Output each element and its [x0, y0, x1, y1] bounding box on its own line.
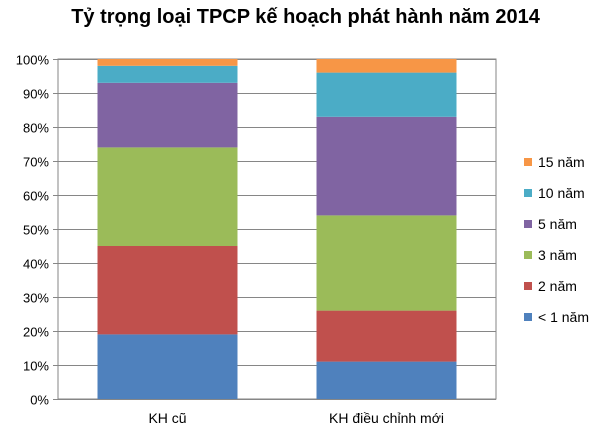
legend-swatch — [524, 189, 532, 197]
legend-swatch — [524, 158, 532, 166]
bar-segment — [97, 334, 238, 399]
y-tick-label: 80% — [23, 121, 49, 136]
bar-segment — [316, 310, 457, 362]
bar-segment — [316, 116, 457, 216]
y-tick-label: 10% — [23, 359, 49, 374]
y-tick-label: 70% — [23, 155, 49, 170]
legend-swatch — [524, 313, 532, 321]
bar-segment — [97, 246, 238, 335]
y-tick-label: 30% — [23, 291, 49, 306]
legend-swatch — [524, 251, 532, 259]
y-tick-label: 50% — [23, 223, 49, 238]
bar-segment — [97, 59, 238, 66]
legend-label: 10 năm — [538, 185, 585, 201]
legend-label: 2 năm — [538, 278, 577, 294]
y-tick-label: 90% — [23, 87, 49, 102]
bar-segment — [97, 147, 238, 246]
bar-segment — [97, 65, 238, 83]
y-tick-label: 40% — [23, 257, 49, 272]
y-tick-label: 100% — [16, 53, 50, 68]
bar-segment — [316, 59, 457, 73]
bar-segment — [316, 72, 457, 117]
bar-segment — [316, 215, 457, 311]
chart-title: Tỷ trọng loại TPCP kế hoạch phát hành nă… — [71, 6, 540, 28]
y-tick-label: 20% — [23, 325, 49, 340]
legend-swatch — [524, 282, 532, 290]
x-category-label: KH điều chỉnh mới — [329, 410, 444, 426]
x-category-label: KH cũ — [148, 410, 186, 426]
legend-swatch — [524, 220, 532, 228]
legend-label: < 1 năm — [538, 309, 589, 325]
legend-label: 3 năm — [538, 247, 577, 263]
legend-label: 15 năm — [538, 154, 585, 170]
y-tick-label: 0% — [30, 393, 49, 408]
bar-segment — [97, 82, 238, 148]
legend-label: 5 năm — [538, 216, 577, 232]
y-tick-label: 60% — [23, 189, 49, 204]
bar-segment — [316, 361, 457, 399]
